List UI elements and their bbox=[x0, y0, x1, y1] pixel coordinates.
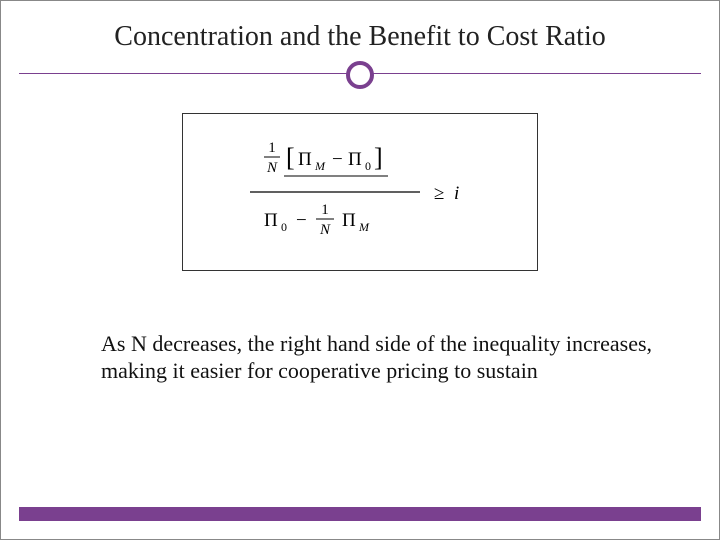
rhs-i: i bbox=[454, 183, 459, 204]
num-sub-a: M bbox=[314, 159, 326, 173]
num-small-1: 1 bbox=[268, 140, 276, 156]
den-sub-a: 0 bbox=[281, 220, 287, 234]
body-text-wrap: As N decreases, the right hand side of t… bbox=[101, 331, 659, 385]
body-text: As N decreases, the right hand side of t… bbox=[101, 331, 659, 385]
num-pi-b: Π bbox=[348, 149, 362, 170]
num-bracket-right: ] bbox=[374, 143, 383, 172]
den-minus: − bbox=[296, 210, 307, 231]
den-sub-b: M bbox=[358, 220, 370, 234]
num-small-N: N bbox=[266, 160, 278, 176]
footer-accent-bar bbox=[19, 507, 701, 521]
den-pi-a: Π bbox=[264, 210, 278, 231]
num-minus: − bbox=[332, 149, 343, 170]
formula-svg: 1 N [ Π M − Π 0 ] Π 0 bbox=[220, 122, 500, 262]
slide-root: Concentration and the Benefit to Cost Ra… bbox=[0, 0, 720, 540]
num-bracket-left: [ bbox=[286, 143, 295, 172]
den-pi-b: Π bbox=[342, 210, 356, 231]
relation-geq: ≥ bbox=[434, 183, 444, 204]
den-small-1: 1 bbox=[321, 202, 329, 218]
formula-box: 1 N [ Π M − Π 0 ] Π 0 bbox=[182, 113, 538, 271]
num-sub-b: 0 bbox=[365, 159, 371, 173]
num-pi-a: Π bbox=[298, 149, 312, 170]
accent-circle-icon bbox=[346, 61, 374, 89]
den-small-N: N bbox=[319, 222, 331, 238]
